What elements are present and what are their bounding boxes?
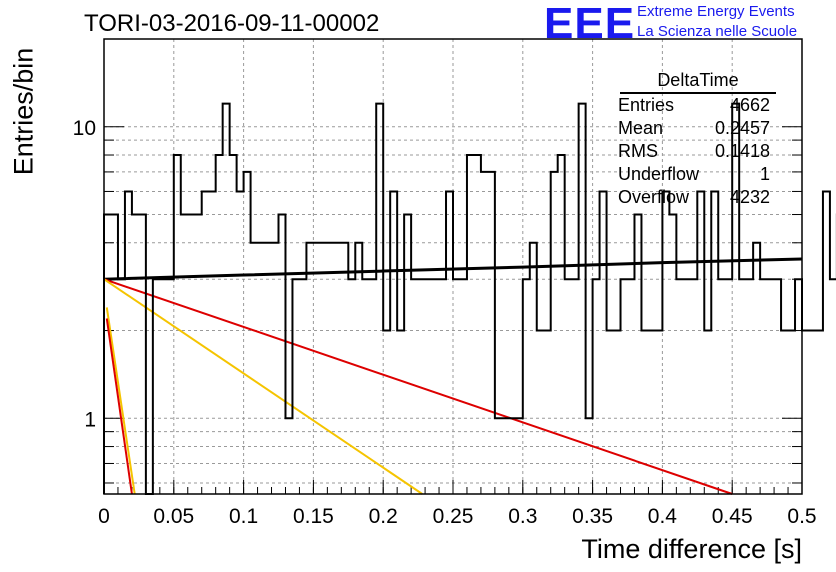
- stats-row-mean: Mean 0.2457: [612, 117, 776, 140]
- stats-label: Underflow: [618, 164, 700, 184]
- stats-value: 4662: [729, 95, 770, 115]
- x-axis-label: Time difference [s]: [581, 534, 802, 564]
- stats-row-overflow: Overflow 4232: [612, 186, 776, 209]
- stats-value: 0.2457: [714, 118, 770, 138]
- x-tick-label: 0.15: [293, 505, 334, 528]
- x-tick-label: 0.25: [433, 505, 474, 528]
- plot-frame: [103, 38, 803, 495]
- stats-box: DeltaTime Entries 4662 Mean 0.2457 RMS 0…: [612, 70, 776, 209]
- x-tick-label: 0.1: [229, 505, 258, 528]
- stats-row-entries: Entries 4662: [612, 94, 776, 117]
- fit-curve: [103, 278, 733, 495]
- y-axis-label: Entries/bin: [8, 47, 39, 176]
- fit-curve: [105, 318, 133, 495]
- x-tick-label: 0: [98, 505, 110, 528]
- histogram-series: [103, 102, 836, 495]
- stats-title: DeltaTime: [620, 70, 776, 94]
- stats-value: 1: [759, 164, 770, 184]
- stats-label: RMS: [618, 141, 658, 161]
- stats-value: 0.1418: [714, 141, 770, 161]
- y-tick-label: 10: [73, 117, 96, 140]
- x-tick-label: 0.2: [369, 505, 398, 528]
- logo-line-1: Extreme Energy Events: [637, 3, 795, 20]
- eee-logo: EEE: [544, 0, 636, 48]
- y-tick-label: 1: [84, 408, 96, 431]
- fit-curve: [105, 307, 136, 495]
- stats-label: Overflow: [618, 187, 690, 207]
- x-tick-label: 0.3: [508, 505, 537, 528]
- x-tick-label: 0.35: [572, 505, 613, 528]
- chart-title: TORI-03-2016-09-11-00002: [84, 10, 380, 37]
- fit-curve: [103, 278, 423, 495]
- stats-row-underflow: Underflow 1: [612, 163, 776, 186]
- x-tick-label: 0.4: [648, 505, 678, 528]
- x-tick-label: 0.5: [787, 505, 816, 528]
- stats-value: 4232: [729, 187, 770, 207]
- logo-line-2: La Scienza nelle Scuole: [637, 23, 798, 40]
- stats-label: Entries: [618, 95, 675, 115]
- stats-row-rms: RMS 0.1418: [612, 140, 776, 163]
- x-tick-label: 0.05: [153, 505, 194, 528]
- stats-label: Mean: [618, 118, 664, 138]
- x-tick-label: 0.45: [712, 505, 753, 528]
- tick-labels: 0 0.05 0.1 0.15 0.2 0.25 0.3 0.35 0.4 0.45 0.5 1 10: [73, 117, 817, 528]
